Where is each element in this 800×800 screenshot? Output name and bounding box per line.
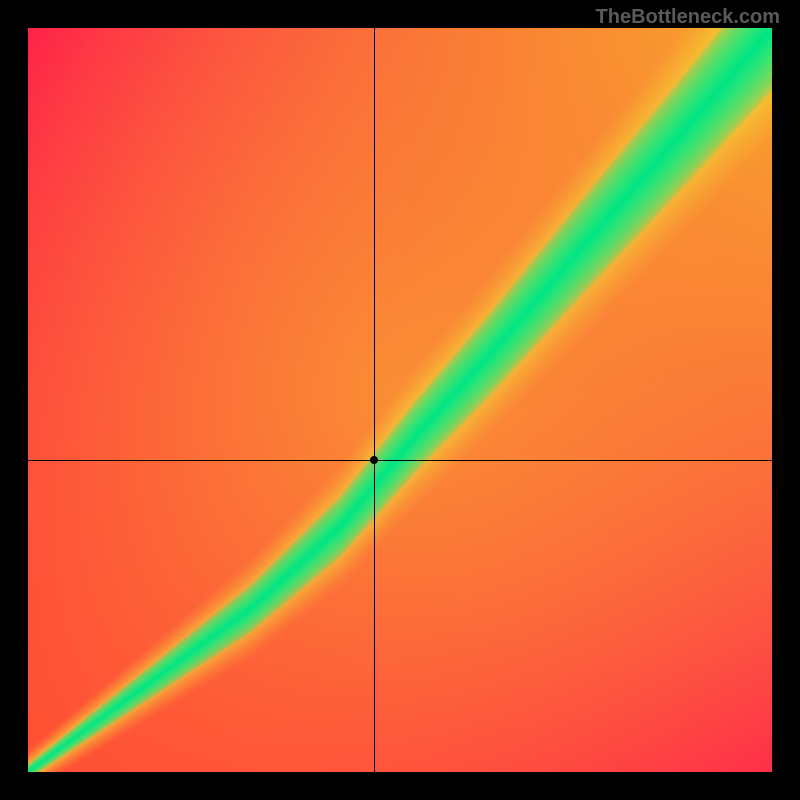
watermark-text: TheBottleneck.com xyxy=(596,6,780,29)
chart-container: TheBottleneck.com xyxy=(0,0,800,800)
crosshair-marker xyxy=(370,456,378,464)
heatmap-canvas xyxy=(28,28,772,772)
crosshair-horizontal xyxy=(28,460,772,461)
plot-frame xyxy=(28,28,772,772)
crosshair-vertical xyxy=(374,28,375,772)
